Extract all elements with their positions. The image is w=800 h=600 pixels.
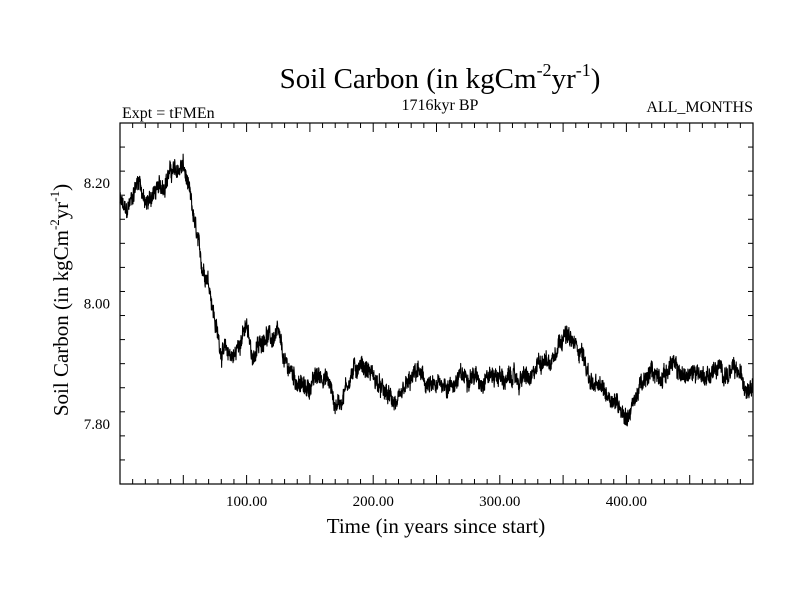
plot-frame	[119, 122, 754, 485]
y-axis-label: Soil Carbon (in kgCm-2yr-1)	[47, 184, 73, 416]
series-line	[119, 153, 754, 427]
x-axis: 100.00 200.00 300.00 400.00	[132, 123, 741, 510]
y-tick-label: 8.00	[84, 297, 110, 313]
title-mid: yr	[552, 63, 577, 95]
title-end: )	[591, 63, 601, 95]
title-sup-1: -2	[537, 60, 552, 80]
title-main: Soil Carbon (in kgCm	[280, 63, 537, 95]
ylabel-sup-2: -1	[47, 191, 62, 202]
x-tick-label: 200.00	[353, 494, 394, 510]
title-sup-2: -1	[576, 60, 591, 80]
chart-title: Soil Carbon (in kgCm-2yr-1)	[280, 60, 601, 95]
ylabel-main: Soil Carbon (in kgCm	[49, 230, 73, 416]
ylabel-mid: yr	[49, 202, 73, 220]
x-tick-label: 100.00	[226, 494, 267, 510]
subtitle-period: 1716kyr BP	[402, 97, 479, 114]
subtitle-months: ALL_MONTHS	[646, 99, 753, 116]
y-tick-label: 7.80	[84, 417, 110, 433]
x-tick-label: 300.00	[479, 494, 520, 510]
y-axis: 7.80 8.00 8.20	[84, 146, 753, 461]
ylabel-sup-1: -2	[47, 219, 62, 230]
x-axis-label: Time (in years since start)	[327, 514, 546, 538]
x-tick-label: 400.00	[606, 494, 647, 510]
y-tick-label: 8.20	[84, 176, 110, 192]
ylabel-end: )	[49, 184, 73, 191]
series-group	[119, 153, 754, 427]
subtitle-experiment: Expt = tFMEn	[122, 105, 215, 122]
